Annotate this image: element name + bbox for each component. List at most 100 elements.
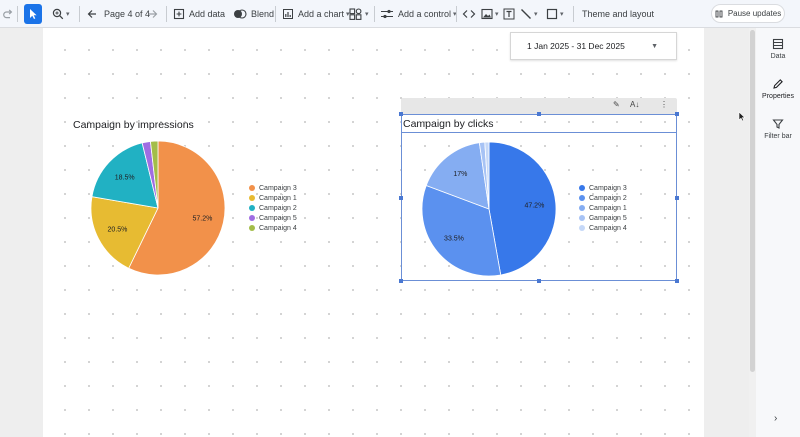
legend-swatch (579, 225, 585, 231)
pie-slice-campaign-4[interactable] (149, 140, 159, 209)
pie-chart-clicks[interactable]: 47.2% 33.5% 17% (419, 139, 559, 279)
chevron-down-icon: ▾ (560, 11, 564, 18)
legend-swatch (579, 205, 585, 211)
embed-code-button[interactable] (462, 4, 476, 24)
legend-item[interactable]: Campaign 2 (249, 203, 297, 213)
legend-item[interactable]: Campaign 3 (249, 183, 297, 193)
pause-updates-label: Pause updates (727, 9, 782, 18)
chevron-right-icon[interactable]: › (774, 413, 778, 424)
pie-data-label: 47.2% (524, 202, 544, 209)
legend-item[interactable]: Campaign 4 (249, 223, 297, 233)
properties-panel-button[interactable]: Properties (756, 78, 800, 100)
chevron-down-icon: ▾ (495, 11, 499, 18)
resize-handle[interactable] (537, 279, 541, 283)
legend-label: Campaign 1 (589, 204, 627, 212)
pie-slice-campaign-1[interactable] (425, 142, 490, 210)
report-canvas[interactable]: 1 Jan 2025 - 31 Dec 2025 ▼ Campaign by i… (43, 28, 704, 437)
legend-item[interactable]: Campaign 3 (579, 183, 627, 193)
data-panel-button[interactable]: Data (756, 38, 800, 60)
zoom-icon (52, 8, 64, 20)
pause-updates-button[interactable]: Pause updates (711, 4, 785, 23)
pie-chart-impressions[interactable]: 57.2% 20.5% 18.5% (88, 138, 228, 278)
legend-item[interactable]: Campaign 5 (579, 213, 627, 223)
image-icon (481, 8, 493, 20)
resize-handle[interactable] (675, 112, 679, 116)
date-range-value: 1 Jan 2025 - 31 Dec 2025 (527, 41, 625, 51)
toolbar: ▾ Page 4 of 4 Add data Blend Add a chart… (0, 0, 800, 28)
legend-swatch (249, 205, 255, 211)
pencil-icon (773, 79, 783, 89)
pie-slice-campaign-3[interactable] (488, 141, 557, 276)
line-button[interactable]: ▾ (520, 4, 538, 24)
image-button[interactable]: ▾ (481, 4, 499, 24)
add-data-icon (173, 8, 185, 20)
code-icon (462, 10, 476, 18)
sort-az-icon[interactable]: A↓ (630, 100, 640, 109)
redo-icon (3, 9, 13, 19)
chart-title-impressions: Campaign by impressions (73, 119, 194, 131)
legend-swatch (579, 215, 585, 221)
legend-swatch (249, 185, 255, 191)
legend-clicks: Campaign 3 Campaign 2 Campaign 1 Campaign 5… (579, 183, 627, 233)
add-chart-button[interactable]: Add a chart ▾ (282, 4, 350, 24)
line-icon (521, 9, 531, 19)
legend-item[interactable]: Campaign 5 (249, 213, 297, 223)
legend-item[interactable]: Campaign 2 (579, 193, 627, 203)
legend-swatch (249, 215, 255, 221)
text-button[interactable] (503, 4, 515, 24)
more-vertical-icon[interactable]: ⋮ (660, 100, 668, 109)
add-chart-label: Add a chart (298, 9, 345, 19)
pie-slice-campaign-3[interactable] (128, 140, 226, 276)
pie-slice-campaign-2[interactable] (91, 142, 159, 209)
legend-label: Campaign 2 (259, 204, 297, 212)
legend-label: Campaign 5 (259, 214, 297, 222)
chart-title-clicks: Campaign by clicks (403, 118, 494, 130)
canvas-scrollbar-thumb[interactable] (750, 30, 755, 372)
legend-item[interactable]: Campaign 4 (579, 223, 627, 233)
pie-data-label: 57.2% (192, 216, 212, 223)
legend-label: Campaign 1 (259, 194, 297, 202)
theme-and-layout-button[interactable]: Theme and layout (582, 9, 655, 19)
resize-handle[interactable] (399, 279, 403, 283)
mouse-pointer-icon (738, 111, 746, 122)
resize-handle[interactable] (675, 196, 679, 200)
legend-item[interactable]: Campaign 1 (249, 193, 297, 203)
chart-title-box[interactable] (402, 115, 676, 133)
legend-impressions: Campaign 3 Campaign 1 Campaign 2 Campaign 5… (249, 183, 297, 233)
redo-button[interactable] (2, 4, 14, 24)
zoom-button[interactable]: ▾ (52, 4, 70, 24)
next-page-button[interactable] (147, 4, 159, 24)
add-control-label: Add a control (398, 9, 452, 19)
resize-handle[interactable] (537, 112, 541, 116)
pie-data-label: 20.5% (108, 226, 128, 233)
add-data-button[interactable]: Add data (173, 4, 225, 24)
blend-icon (234, 9, 247, 19)
pie-slice-campaign-4[interactable] (484, 141, 490, 210)
filter-bar-button[interactable]: Filter bar (756, 118, 800, 140)
properties-panel-label: Properties (762, 93, 794, 100)
legend-item[interactable]: Campaign 1 (579, 203, 627, 213)
pie-slice-campaign-1[interactable] (90, 196, 159, 269)
resize-handle[interactable] (399, 196, 403, 200)
community-visualizations-button[interactable]: ▾ (349, 4, 369, 24)
resize-handle[interactable] (399, 112, 403, 116)
chevron-down-icon: ▾ (365, 11, 369, 18)
shape-button[interactable]: ▾ (546, 4, 564, 24)
legend-label: Campaign 4 (259, 224, 297, 232)
legend-label: Campaign 3 (259, 184, 297, 192)
resize-handle[interactable] (675, 279, 679, 283)
select-tool-button[interactable] (24, 4, 42, 24)
edit-pencil-icon[interactable]: ✎ (613, 100, 620, 109)
date-range-control[interactable]: 1 Jan 2025 - 31 Dec 2025 ▼ (510, 32, 677, 60)
arrow-right-icon (149, 10, 158, 18)
legend-label: Campaign 2 (589, 194, 627, 202)
page-indicator: Page 4 of 4 (104, 9, 151, 19)
add-control-button[interactable]: Add a control ▾ (380, 4, 457, 24)
blend-label: Blend (251, 9, 275, 19)
previous-page-button[interactable] (86, 4, 98, 24)
text-icon (503, 8, 515, 20)
pie-slice-campaign-2[interactable] (421, 184, 502, 277)
filter-icon (772, 119, 784, 129)
blend-button[interactable]: Blend (233, 4, 274, 24)
add-chart-icon (283, 9, 293, 19)
